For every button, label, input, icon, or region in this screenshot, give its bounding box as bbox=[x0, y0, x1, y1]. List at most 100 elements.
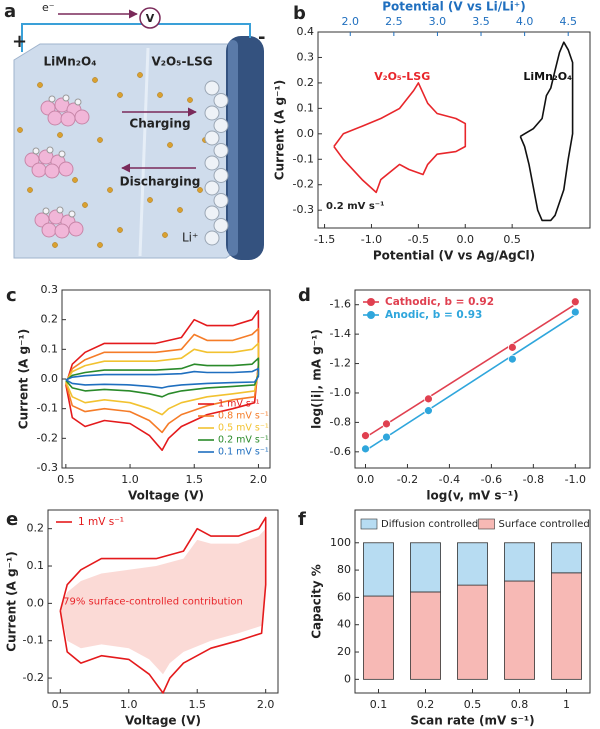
y-tick-label: 0.3 bbox=[297, 50, 315, 63]
x-tick-label: 1.5 bbox=[185, 473, 203, 486]
bar bbox=[551, 572, 582, 680]
y-tick-label: -1.6 bbox=[330, 298, 351, 311]
area bbox=[60, 528, 266, 675]
x-tick-label: 1.5 bbox=[188, 698, 206, 711]
chart-panel: c -0.3 -0.2 -0.1 0.0 0.1 0.2 0.3 0.5 1.0 1.5 2.0 Vol… bbox=[6, 283, 271, 503]
y-tick-label: 0 bbox=[344, 672, 351, 685]
series-label: LiMn₂O₄ bbox=[523, 70, 572, 83]
x-tick-label: 2.0 bbox=[257, 698, 275, 711]
y-tick-label: -0.1 bbox=[23, 634, 44, 647]
cathode-atom bbox=[48, 95, 56, 103]
x-tick-label: 0.5 bbox=[503, 233, 521, 246]
cathode-atom bbox=[56, 206, 64, 214]
legend-label: 0.1 mV s⁻¹ bbox=[218, 447, 269, 458]
cathode-particle bbox=[54, 223, 70, 239]
x-tick-label: 0.5 bbox=[52, 698, 70, 711]
fit-line bbox=[365, 314, 576, 452]
legend-label: 1 mV s⁻¹ bbox=[218, 399, 260, 410]
line bbox=[65, 367, 260, 389]
point bbox=[361, 444, 370, 454]
point bbox=[570, 307, 580, 317]
li-ion bbox=[97, 242, 103, 248]
x-tick-label: -0.8 bbox=[523, 473, 544, 486]
x-axis-title: Voltage (V) bbox=[128, 489, 204, 503]
y-tick-label: -0.8 bbox=[330, 415, 351, 428]
x-tick-label: -1.0 bbox=[565, 473, 586, 486]
x-axis-title: Voltage (V) bbox=[125, 714, 201, 728]
x-tick-label: 2.0 bbox=[250, 473, 268, 486]
legend-swatch bbox=[478, 518, 495, 530]
wire bbox=[21, 23, 251, 52]
y-tick-label: 0.2 bbox=[27, 522, 45, 535]
li-ion bbox=[17, 127, 23, 133]
y-tick-label: -1.2 bbox=[330, 357, 351, 370]
x-tick-label: 0.5 bbox=[57, 473, 75, 486]
li-ion bbox=[107, 187, 113, 193]
y-tick-label: 60 bbox=[337, 590, 351, 603]
anode-particle bbox=[204, 230, 220, 246]
y-tick-label: -0.1 bbox=[293, 152, 314, 165]
y-tick-label: 40 bbox=[337, 618, 351, 631]
point bbox=[382, 432, 391, 442]
legend-marker bbox=[367, 311, 375, 319]
separator bbox=[138, 47, 150, 257]
bar bbox=[504, 542, 535, 582]
bar bbox=[363, 595, 394, 680]
x-tick-label: -0.4 bbox=[439, 473, 460, 486]
series-label: V₂O₅-LSG bbox=[374, 70, 430, 83]
legend-label: 1 mV s⁻¹ bbox=[78, 516, 124, 528]
cathode-atom bbox=[42, 207, 50, 215]
chart-panel: d -0.6 -0.8 -1.0 -1.2 -1.4 -1.6 0.0 -0.2 -0.4 -0.6… bbox=[298, 285, 591, 503]
legend-label: Surface controlled bbox=[499, 519, 590, 530]
y-tick-label: -0.2 bbox=[23, 671, 44, 684]
plot-frame bbox=[354, 289, 591, 469]
annotation: 79% surface-controlled contribution bbox=[63, 597, 243, 608]
legend-label: 0.8 mV s⁻¹ bbox=[218, 411, 269, 422]
point bbox=[507, 342, 517, 352]
y-tick-label: 0.2 bbox=[41, 313, 59, 326]
y-tick-label: 100 bbox=[330, 536, 351, 549]
schematic: a e⁻ V + - LiMn₂O₄ V₂O₅-LSG Charging Dis… bbox=[4, 1, 265, 260]
anode-particle bbox=[213, 168, 229, 183]
y-tick-label: -0.6 bbox=[330, 445, 351, 458]
line bbox=[333, 82, 467, 194]
cathode-atom bbox=[68, 210, 76, 218]
x2-tick-label: 2.5 bbox=[385, 15, 403, 28]
x-tick-label: 0.5 bbox=[464, 698, 482, 711]
legend-swatch bbox=[360, 518, 378, 530]
anode-particle bbox=[204, 205, 220, 221]
y-tick-label: -0.3 bbox=[293, 203, 314, 216]
bar bbox=[410, 542, 441, 593]
cathode-particle bbox=[44, 163, 60, 179]
anode-particle bbox=[204, 130, 220, 146]
bar bbox=[551, 542, 582, 574]
cathode-atom bbox=[32, 147, 40, 155]
panel-label: b bbox=[293, 3, 306, 24]
y-tick-label: 0.1 bbox=[41, 342, 59, 355]
y-tick-label: -0.2 bbox=[37, 431, 58, 444]
panel-label: c bbox=[6, 285, 17, 306]
x2-tick-label: 3.5 bbox=[472, 15, 490, 28]
x-tick-label: 0.2 bbox=[417, 698, 435, 711]
anode-particle bbox=[213, 193, 229, 208]
point bbox=[382, 419, 391, 429]
y-axis-title: Capacity % bbox=[310, 564, 324, 639]
li-ion bbox=[167, 142, 173, 148]
li-ion bbox=[117, 92, 123, 98]
y-axis-title: Current (A g⁻¹) bbox=[5, 551, 19, 651]
li-ion bbox=[177, 207, 183, 213]
bar bbox=[410, 591, 441, 680]
discharge-label: Discharging bbox=[120, 175, 201, 189]
legend-marker bbox=[367, 298, 375, 306]
chart-panel: e -0.2 -0.1 0.0 0.1 0.2 0.5 1.0 1.5 2.0 Voltage (V… bbox=[5, 509, 279, 728]
electrode-highlight bbox=[228, 40, 238, 256]
cathode-atom bbox=[58, 150, 66, 158]
x-tick-label: -0.6 bbox=[481, 473, 502, 486]
y-tick-label: -0.3 bbox=[37, 461, 58, 474]
x-axis-title: Potential (V vs Ag/AgCl) bbox=[373, 249, 535, 263]
panel-label: e bbox=[6, 509, 18, 530]
y-tick-label: 0.0 bbox=[297, 127, 315, 140]
cathode-particle bbox=[31, 162, 47, 178]
